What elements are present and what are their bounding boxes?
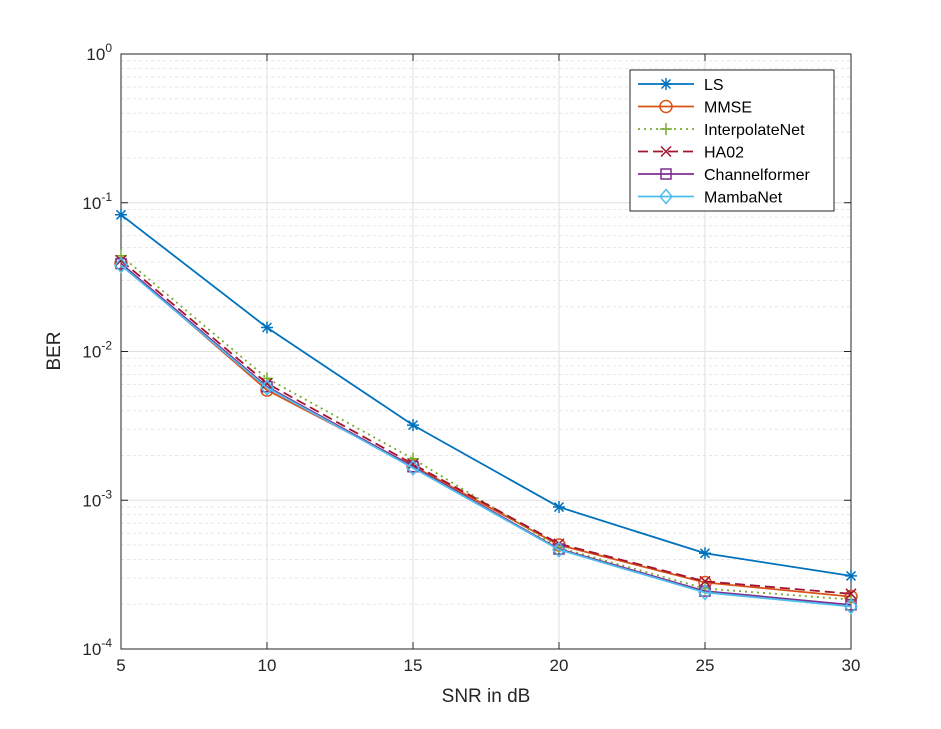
- data-point-mambanet: [552, 541, 566, 558]
- legend-entry-ls: LS: [638, 77, 724, 94]
- series: [114, 208, 858, 615]
- data-point-ls: [845, 569, 857, 582]
- series-ha02: [115, 254, 857, 600]
- series-ls: [115, 208, 857, 582]
- series-line-mmse: [120, 262, 852, 598]
- data-point-mambanet: [844, 598, 858, 615]
- x-tick-label: 10: [258, 656, 277, 675]
- data-point-ls: [553, 501, 565, 514]
- series-mambanet: [114, 257, 858, 615]
- data-point-interpolatenet: [407, 452, 419, 465]
- legend: LS MMSE InterpolateNet HA02 Channelformer Mam…: [629, 69, 835, 212]
- series-line-ha02: [120, 259, 852, 595]
- data-point-ls: [407, 419, 419, 432]
- data-point-ha02: [261, 377, 273, 389]
- legend-label-ls: LS: [704, 77, 724, 94]
- data-point-mambanet: [406, 459, 420, 477]
- legend-box: [629, 69, 835, 212]
- y-axis-label: BER: [44, 331, 65, 370]
- legend-marker-mambanet: [659, 188, 673, 205]
- data-point-ha02: [699, 575, 711, 587]
- series-line-ls: [120, 214, 852, 577]
- data-point-ha02: [845, 588, 857, 600]
- data-point-ha02: [115, 254, 127, 266]
- legend-label-interpolatenet: InterpolateNet: [704, 122, 805, 139]
- data-point-mambanet: [260, 379, 274, 396]
- data-point-ls: [261, 321, 273, 334]
- legend-entry-mambanet: MambaNet: [638, 188, 783, 207]
- y-tick-label: 10-2: [82, 339, 112, 362]
- data-point-ls: [699, 547, 711, 560]
- data-point-mambanet: [698, 584, 712, 601]
- legend-label-ha02: HA02: [704, 145, 744, 162]
- data-point-ha02: [407, 458, 419, 470]
- x-tick-label: 15: [404, 656, 423, 675]
- legend-marker-mmse: [659, 99, 673, 114]
- legend-label-mambanet: MambaNet: [704, 190, 783, 207]
- legend-entry-ha02: HA02: [638, 145, 744, 162]
- data-point-ls: [115, 208, 127, 221]
- legend-entry-interpolatenet: InterpolateNet: [638, 122, 805, 139]
- x-axis-label: SNR in dB: [442, 686, 531, 707]
- x-tick-label: 5: [116, 656, 125, 675]
- series-line-mambanet: [120, 264, 852, 608]
- y-tick-label: 10-1: [82, 190, 112, 213]
- y-tick-label: 10-4: [82, 636, 112, 659]
- legend-marker-ls: [660, 78, 672, 90]
- legend-label-mmse: MMSE: [704, 100, 752, 117]
- data-point-mambanet: [114, 257, 128, 274]
- legend-entry-mmse: MMSE: [638, 100, 752, 117]
- x-tick-label: 30: [842, 656, 861, 675]
- legend-marker-channelformer: [660, 168, 672, 180]
- x-tick-label: 25: [696, 656, 715, 675]
- y-tick-label: 10-3: [82, 487, 112, 510]
- legend-label-channelformer: Channelformer: [704, 167, 811, 184]
- x-tick-label: 20: [550, 656, 569, 675]
- ticks: 5 10 15 20 25 30 100 10-1 10-2 10-3 10-4: [82, 41, 860, 675]
- legend-entry-channelformer: Channelformer: [638, 167, 811, 184]
- y-tick-label: 100: [86, 41, 112, 64]
- legend-marker-interpolatenet: [660, 123, 672, 135]
- legend-marker-ha02: [660, 145, 672, 158]
